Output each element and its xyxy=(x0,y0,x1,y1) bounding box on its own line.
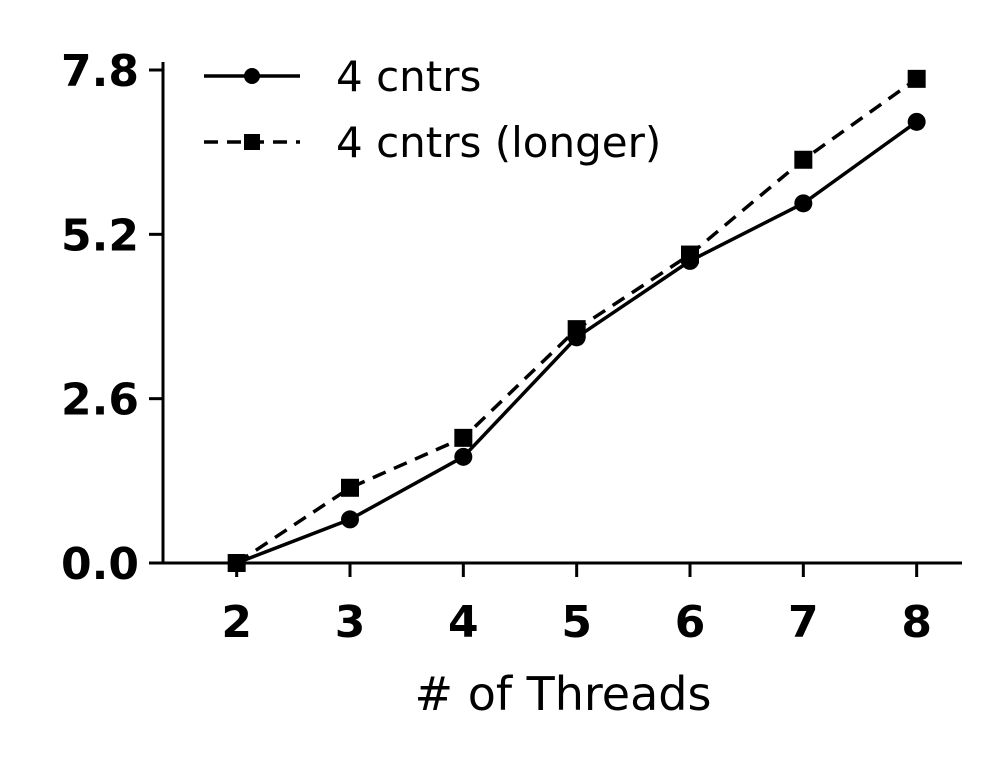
legend-marker-1 xyxy=(244,68,260,84)
series-point-1 xyxy=(794,194,813,213)
series-point-1 xyxy=(341,510,359,529)
x-axis-ticks: 2 3 4 5 6 7 8 xyxy=(221,563,932,648)
legend-label-2: 4 cntrs (longer) xyxy=(336,118,661,167)
series-point-1 xyxy=(907,112,926,131)
legend-marker-2 xyxy=(244,134,260,150)
y-tick-label: 7.8 xyxy=(61,46,139,97)
series-point-2 xyxy=(681,245,699,264)
legend-label-1: 4 cntrs xyxy=(336,52,481,101)
series-point-2 xyxy=(794,150,813,169)
legend: 4 cntrs 4 cntrs (longer) xyxy=(204,52,661,167)
x-tick-label: 7 xyxy=(788,597,819,648)
x-tick-label: 5 xyxy=(561,597,592,648)
x-tick-label: 2 xyxy=(221,597,252,648)
x-tick-label: 8 xyxy=(901,597,932,648)
y-tick-label: 5.2 xyxy=(61,210,139,261)
y-tick-label: 0.0 xyxy=(61,539,139,590)
x-tick-label: 3 xyxy=(335,597,366,648)
x-tick-label: 4 xyxy=(448,597,479,648)
series-point-2 xyxy=(341,478,359,497)
series-point-2 xyxy=(454,428,473,447)
y-tick-label: 2.6 xyxy=(61,375,139,426)
series-point-2 xyxy=(907,69,926,88)
series-point-1 xyxy=(454,447,473,466)
x-tick-label: 6 xyxy=(675,597,706,648)
x-axis-title: # of Threads xyxy=(415,667,712,721)
plot-area xyxy=(227,69,926,572)
series-point-2 xyxy=(567,320,586,339)
y-axis-ticks: 0.0 2.6 5.2 7.8 xyxy=(61,46,163,590)
